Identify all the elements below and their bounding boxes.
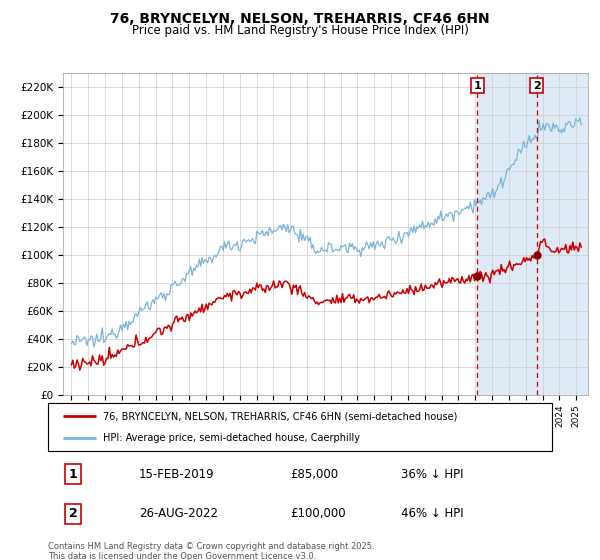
Text: £85,000: £85,000	[290, 468, 338, 481]
Text: 46% ↓ HPI: 46% ↓ HPI	[401, 507, 463, 520]
Text: HPI: Average price, semi-detached house, Caerphilly: HPI: Average price, semi-detached house,…	[103, 433, 361, 443]
Text: 26-AUG-2022: 26-AUG-2022	[139, 507, 218, 520]
Text: 2: 2	[69, 507, 77, 520]
Text: 76, BRYNCELYN, NELSON, TREHARRIS, CF46 6HN (semi-detached house): 76, BRYNCELYN, NELSON, TREHARRIS, CF46 6…	[103, 411, 458, 421]
Text: 1: 1	[69, 468, 77, 481]
Text: 76, BRYNCELYN, NELSON, TREHARRIS, CF46 6HN: 76, BRYNCELYN, NELSON, TREHARRIS, CF46 6…	[110, 12, 490, 26]
FancyBboxPatch shape	[48, 403, 552, 451]
Bar	[477, 73, 600, 395]
Text: 1: 1	[473, 81, 481, 91]
Text: Contains HM Land Registry data © Crown copyright and database right 2025.
This d: Contains HM Land Registry data © Crown c…	[48, 542, 374, 560]
Text: 36% ↓ HPI: 36% ↓ HPI	[401, 468, 463, 481]
Text: 15-FEB-2019: 15-FEB-2019	[139, 468, 214, 481]
Text: £100,000: £100,000	[290, 507, 346, 520]
Text: 2: 2	[533, 81, 541, 91]
Text: Price paid vs. HM Land Registry's House Price Index (HPI): Price paid vs. HM Land Registry's House …	[131, 24, 469, 37]
